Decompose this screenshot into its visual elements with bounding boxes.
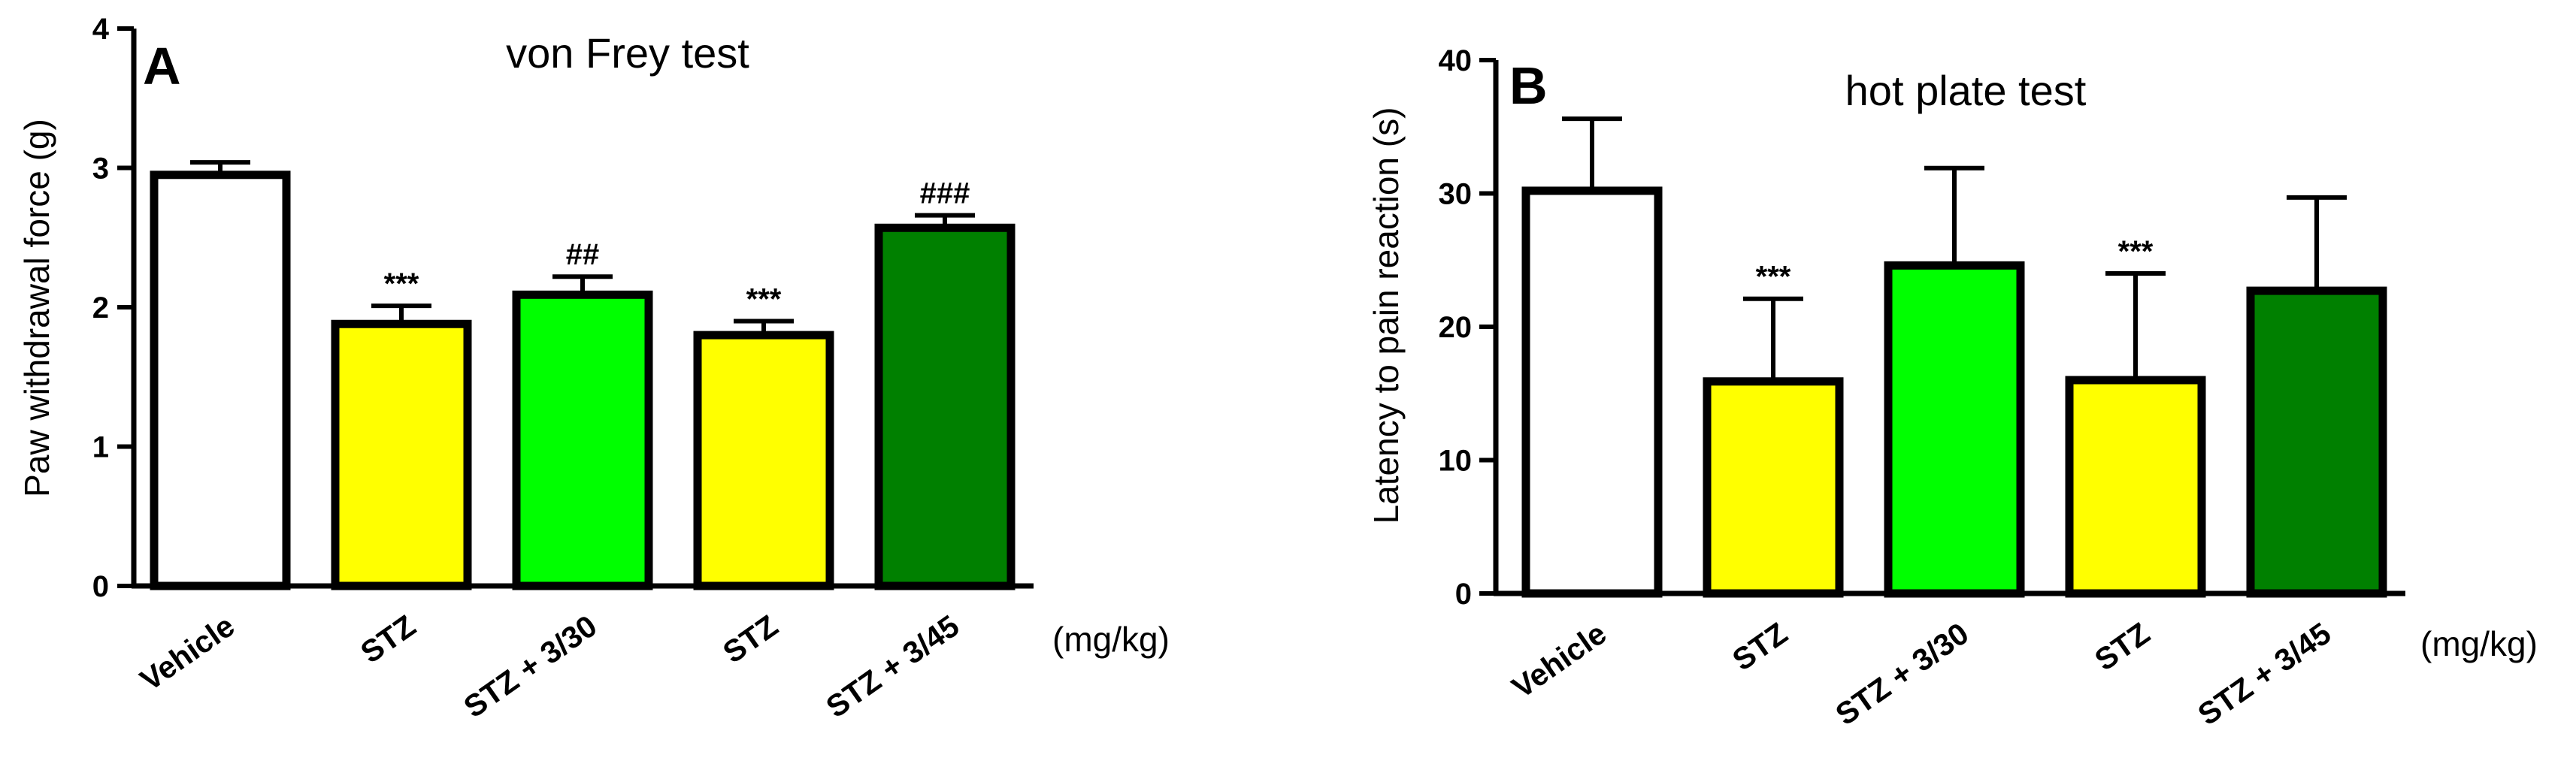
bar bbox=[2065, 376, 2206, 598]
y-tick-label: 0 bbox=[1455, 578, 1472, 611]
significance-label: *** bbox=[384, 267, 419, 300]
y-tick-label: 3 bbox=[92, 152, 109, 186]
significance-label: *** bbox=[1756, 261, 1791, 294]
y-tick-label: 0 bbox=[92, 570, 109, 603]
bars: Vehicle *** STZ ## STZ + 3/30 *** STZ ### STZ + … bbox=[134, 160, 1016, 725]
y-axis-label: Paw withdrawal force (g) bbox=[17, 119, 56, 497]
chart-title: hot plate test bbox=[1845, 67, 2087, 114]
significance-label: ### bbox=[920, 177, 970, 210]
chart-panel-a: A von Frey test Paw withdrawal force (g)… bbox=[17, 13, 1170, 724]
unit-label: (mg/kg) bbox=[2420, 624, 2538, 663]
x-tick-label: STZ bbox=[354, 608, 422, 670]
x-tick-label: Vehicle bbox=[1506, 616, 1612, 705]
y-axis-label: Latency to pain reaction (s) bbox=[1367, 107, 1406, 524]
x-tick-label: STZ bbox=[2088, 616, 2156, 678]
y-tick-label: 4 bbox=[92, 13, 110, 46]
x-tick-label: Vehicle bbox=[134, 608, 241, 698]
significance-label: *** bbox=[2118, 235, 2154, 268]
chart-title: von Frey test bbox=[506, 29, 749, 77]
bar bbox=[693, 331, 834, 590]
panel-letter: A bbox=[143, 37, 181, 95]
bar bbox=[1703, 377, 1844, 598]
x-tick-label: STZ + 3/45 bbox=[2192, 616, 2337, 732]
x-tick-label: STZ + 3/30 bbox=[1830, 616, 1975, 732]
bar bbox=[331, 319, 472, 590]
bars: Vehicle *** STZ STZ + 3/30 *** STZ STZ + 3/45 bbox=[1506, 116, 2387, 732]
y-tick-label: 20 bbox=[1439, 311, 1473, 344]
bar bbox=[512, 290, 653, 590]
y-tick-label: 30 bbox=[1439, 178, 1473, 211]
y-tick-label: 40 bbox=[1439, 44, 1473, 77]
x-tick-label: STZ + 3/45 bbox=[820, 608, 965, 725]
bar bbox=[1521, 186, 1663, 598]
bar bbox=[1884, 261, 2025, 598]
significance-label: *** bbox=[746, 283, 782, 316]
x-tick-label: STZ + 3/30 bbox=[458, 608, 603, 725]
unit-label: (mg/kg) bbox=[1052, 620, 1170, 659]
bar bbox=[150, 171, 291, 590]
y-tick-label: 10 bbox=[1439, 445, 1473, 478]
bar bbox=[2246, 286, 2387, 598]
x-tick-label: STZ bbox=[716, 608, 784, 670]
significance-label: ## bbox=[566, 238, 600, 271]
panel-letter: B bbox=[1509, 56, 1548, 115]
bar bbox=[874, 223, 1016, 590]
y-tick-label: 2 bbox=[92, 291, 109, 325]
x-tick-label: STZ bbox=[1726, 616, 1794, 678]
chart-panel-b: B hot plate test Latency to pain reactio… bbox=[1367, 44, 2538, 732]
y-tick-label: 1 bbox=[92, 431, 109, 464]
